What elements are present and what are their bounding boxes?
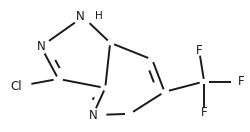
Text: N: N: [88, 109, 97, 122]
Text: N: N: [76, 10, 85, 23]
Text: H: H: [95, 11, 103, 21]
Text: F: F: [238, 75, 244, 88]
Text: F: F: [201, 106, 207, 119]
Text: N: N: [36, 40, 45, 53]
Text: F: F: [196, 44, 202, 57]
Text: Cl: Cl: [10, 80, 22, 93]
